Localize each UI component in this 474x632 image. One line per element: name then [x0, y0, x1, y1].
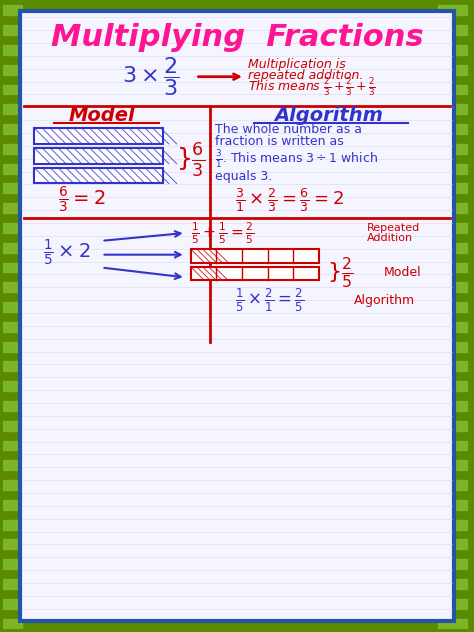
Bar: [191, 249, 319, 263]
Text: $\frac{3}{1} \times \frac{2}{3} = \frac{6}{3} = 2$: $\frac{3}{1} \times \frac{2}{3} = \frac{…: [235, 186, 344, 214]
Text: $\frac{1}{5}+\frac{1}{5}=\frac{2}{5}$: $\frac{1}{5}+\frac{1}{5}=\frac{2}{5}$: [191, 220, 254, 246]
Text: $\frac{1}{5} \times 2$: $\frac{1}{5} \times 2$: [43, 238, 91, 268]
Text: $\frac{6}{3} = 2$: $\frac{6}{3} = 2$: [58, 185, 105, 216]
Text: Multiplication is: Multiplication is: [248, 58, 346, 71]
Text: Model: Model: [68, 106, 135, 125]
Text: The whole number as a: The whole number as a: [215, 123, 362, 136]
Text: repeated addition.: repeated addition.: [248, 70, 363, 82]
Text: $\frac{1}{5} \times \frac{2}{1} = \frac{2}{5}$: $\frac{1}{5} \times \frac{2}{1} = \frac{…: [235, 286, 304, 314]
Text: This means $\frac{2}{3}+\frac{2}{3}+\frac{2}{3}$: This means $\frac{2}{3}+\frac{2}{3}+\fra…: [248, 76, 376, 97]
Text: Addition: Addition: [366, 233, 413, 243]
Text: $\} \frac{6}{3}$: $\} \frac{6}{3}$: [176, 141, 205, 179]
Bar: [34, 167, 163, 183]
Text: Algorithm: Algorithm: [354, 294, 415, 307]
Text: Repeated: Repeated: [366, 223, 420, 233]
Text: Model: Model: [383, 266, 421, 279]
Text: equals 3.: equals 3.: [215, 170, 273, 183]
Bar: [34, 128, 163, 144]
Bar: [191, 267, 319, 281]
Text: $\frac{3}{1}$. This means $3\div1$ which: $\frac{3}{1}$. This means $3\div1$ which: [215, 148, 378, 170]
Text: Multiplying  Fractions: Multiplying Fractions: [51, 23, 423, 52]
Bar: [34, 148, 163, 164]
Text: $3 \times \dfrac{2}{3}$: $3 \times \dfrac{2}{3}$: [122, 55, 180, 98]
Text: Algorithm: Algorithm: [274, 106, 383, 125]
FancyBboxPatch shape: [20, 11, 454, 621]
Text: $\} \frac{2}{5}$: $\} \frac{2}{5}$: [327, 255, 353, 290]
Text: fraction is written as: fraction is written as: [215, 135, 344, 149]
